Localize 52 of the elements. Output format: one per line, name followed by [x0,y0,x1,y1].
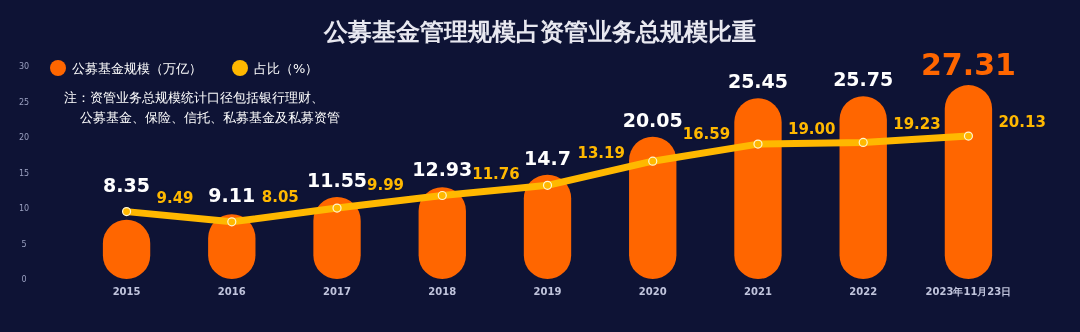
data-label: 20.05 [622,108,683,131]
y-tick-label: 25 [18,97,30,107]
point [332,203,342,213]
data-label: 25.75 [833,68,894,91]
x-tick-label: 2015 [112,286,141,297]
data-label: 8.05 [261,188,299,207]
data-label: 27.31 [920,47,1016,83]
data-label: 14.7 [524,146,571,169]
chart-title: 公募基金管理规模占资管业务总规模比重 [323,18,756,46]
y-tick-label: 10 [18,204,30,213]
legend-label: 占比（%） [254,61,319,76]
data-label: 11.76 [472,164,520,183]
data-label: 12.93 [412,157,473,180]
bar [839,96,887,279]
x-tick-label: 2018 [428,286,457,297]
point [648,156,658,166]
data-label: 25.45 [727,70,789,93]
point [542,180,553,190]
annotation: 注：资管业务总规模统计口径包括银行理财、 [64,90,324,105]
data-label: 20.13 [998,113,1046,132]
point [437,190,447,201]
data-label: 11.55 [306,168,368,191]
bar [944,85,993,279]
annotation: 公募基金、保险、信托、私募基金及私募资管 [80,110,340,125]
bar [734,98,782,279]
data-label: 19.23 [893,114,941,133]
x-tick-label: 2020 [638,286,667,297]
x-tick-label: 2019 [533,286,562,297]
point [227,217,237,227]
bar [629,136,677,279]
x-tick-label: 2021 [744,286,772,297]
data-label: 9.99 [367,175,405,194]
data-label: 19.00 [787,119,836,138]
data-label: 13.19 [577,144,625,162]
legend-label: 公募基金规模（万亿） [72,61,202,76]
x-tick-label: 2023年11月23日 [925,286,1012,297]
point [858,137,868,148]
y-tick-label: 15 [18,168,30,178]
point [121,207,132,217]
data-label: 16.59 [682,125,731,144]
point [963,131,974,141]
data-label: 9.49 [156,188,194,207]
x-tick-label: 2017 [323,286,351,297]
y-tick-label: 20 [18,133,30,142]
y-tick-label: 5 [21,239,27,249]
x-tick-label: 2022 [849,286,878,297]
x-tick-label: 2016 [217,286,246,297]
point [753,139,763,149]
data-label: 9.11 [208,183,256,206]
y-tick-label: 30 [18,62,30,71]
y-tick-label: 0 [21,275,27,284]
data-label: 8.35 [103,173,150,196]
